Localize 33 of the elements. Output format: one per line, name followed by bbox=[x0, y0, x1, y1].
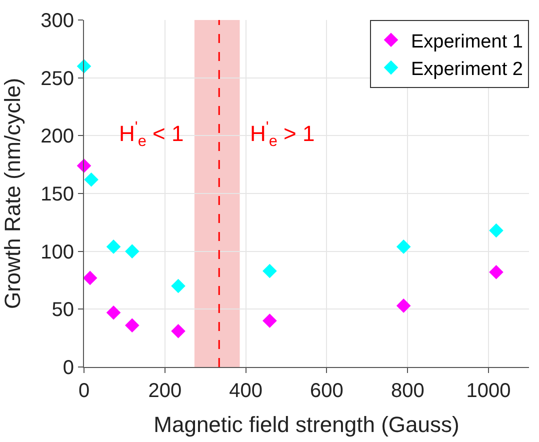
point bbox=[124, 244, 140, 258]
annotation: H$^{'}$$_{e}$ < 1 bbox=[119, 119, 184, 150]
legend-label: Experiment 2 bbox=[411, 58, 523, 80]
y-tick-label: 300 bbox=[40, 10, 74, 32]
point bbox=[262, 314, 277, 328]
point bbox=[489, 223, 504, 238]
point bbox=[396, 298, 411, 313]
point bbox=[106, 305, 121, 320]
y-tick-label: 100 bbox=[40, 241, 74, 264]
x-tick-label: 1000 bbox=[466, 380, 511, 402]
point bbox=[82, 270, 98, 286]
point bbox=[396, 240, 411, 254]
y-tick-label: 250 bbox=[40, 68, 74, 90]
point bbox=[171, 278, 186, 294]
legend-label: Experiment 1 bbox=[411, 31, 523, 52]
x-tick-label: 600 bbox=[310, 380, 344, 402]
y-tick-label: 0 bbox=[62, 357, 74, 379]
x-tick-label: 200 bbox=[148, 380, 182, 402]
point bbox=[489, 265, 504, 280]
annotation: H$^{'}$$_{e}$ > 1 bbox=[250, 119, 315, 150]
x-axis-title: Magnetic field strength (Gauss) bbox=[154, 412, 460, 437]
point bbox=[262, 264, 277, 278]
y-tick-label: 150 bbox=[40, 184, 74, 206]
point bbox=[106, 240, 121, 254]
y-axis-title: Growth Rate (nm/cycle) bbox=[0, 78, 25, 310]
point bbox=[171, 324, 186, 338]
point bbox=[84, 172, 98, 187]
y-tick-label: 50 bbox=[52, 299, 74, 322]
y-tick-label: 200 bbox=[40, 126, 74, 148]
point bbox=[124, 318, 140, 333]
x-tick-label: 800 bbox=[390, 380, 424, 402]
x-tick-label: 0 bbox=[78, 380, 90, 402]
x-tick-label: 400 bbox=[229, 380, 263, 402]
